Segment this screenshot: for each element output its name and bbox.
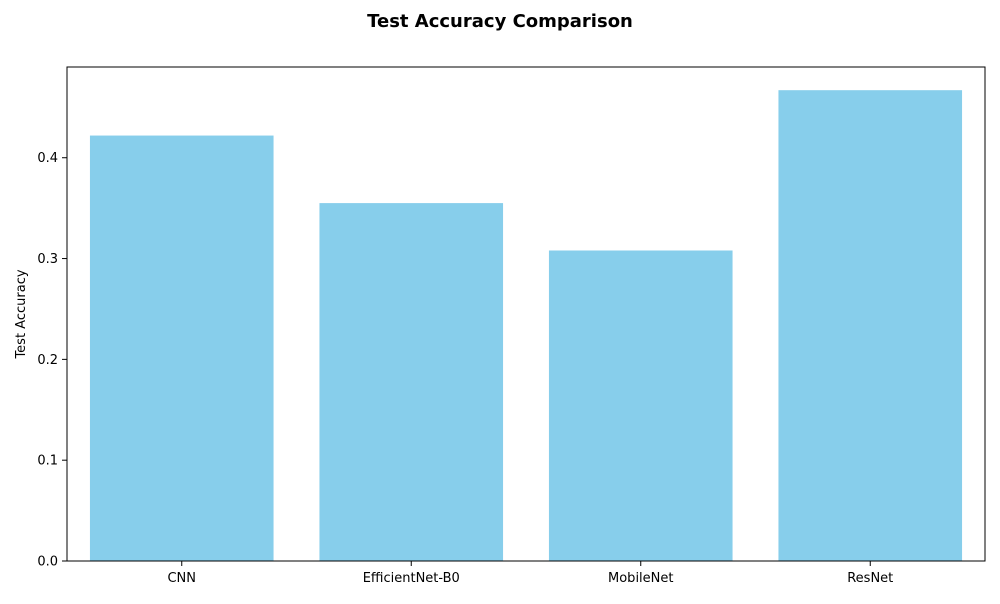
y-tick-label: 0.4 <box>37 151 58 166</box>
ticks-group: CNN EfficientNet-B0 MobileNet ResNet 0.0 0.1 0… <box>37 151 893 586</box>
bar-cnn <box>89 135 274 561</box>
x-tick-label: ResNet <box>847 571 893 586</box>
y-axis-label: Test Accuracy <box>14 269 29 359</box>
bar-resnet <box>778 90 963 562</box>
chart-title: Test Accuracy Comparison <box>367 11 633 32</box>
bars-group <box>89 90 963 562</box>
plot-frame <box>66 66 986 562</box>
x-tick-label: CNN <box>167 571 196 586</box>
y-tick-label: 0.2 <box>37 353 58 368</box>
x-tick-label: MobileNet <box>608 571 673 586</box>
y-tick-label: 0.0 <box>37 555 58 570</box>
y-tick-label: 0.3 <box>37 252 58 267</box>
y-tick-label: 0.1 <box>37 454 58 469</box>
bar-efficientnet-b0 <box>319 203 504 561</box>
x-tick-label: EfficientNet-B0 <box>363 571 460 586</box>
bar-mobilenet <box>548 250 733 561</box>
